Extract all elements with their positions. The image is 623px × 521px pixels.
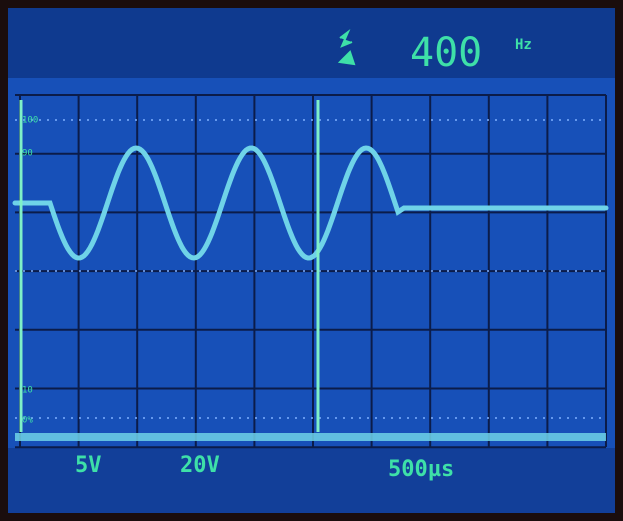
graticule-label: 90 [22,149,33,159]
top-band [8,8,615,78]
graticule-label: 100 [22,116,38,126]
graticule-label: 0% [22,416,33,426]
graticule-label: 10 [22,386,33,396]
ch2-scale: 20V [180,453,220,478]
signal-trace [12,145,609,261]
screen [8,8,615,513]
bottom-band [8,448,615,513]
timebase: 500µs [388,457,454,482]
ch1-scale: 5V [75,453,102,478]
trigger-icon [337,28,356,66]
frequency-unit: Hz [515,37,532,53]
frequency-readout: 400 [410,30,482,76]
